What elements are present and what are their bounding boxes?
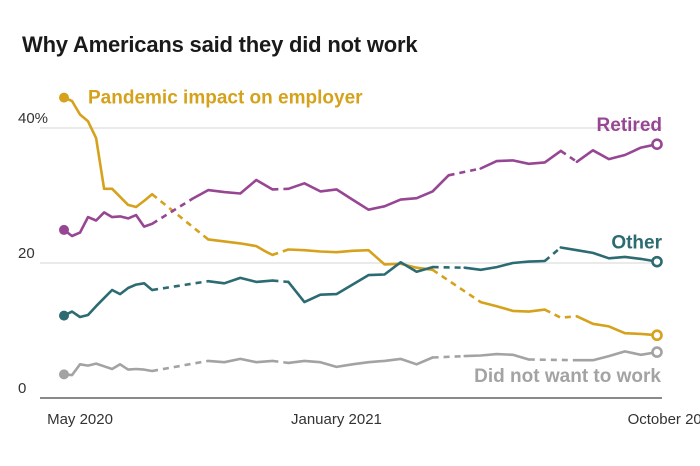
series-line-pandemic-impact-on-employer-6 (479, 300, 547, 313)
x-tick-label-may-2020: May 2020 (47, 411, 113, 428)
series-line-other-3 (272, 279, 289, 284)
series-line-other-6 (463, 259, 547, 272)
start-point-pandemic-impact-on-employer (59, 92, 69, 103)
series-line-pandemic-impact-on-employer-1 (151, 193, 210, 241)
series-line-retired-0 (62, 211, 154, 238)
series-line-retired-7 (560, 149, 578, 163)
series-line-retired-3 (272, 187, 289, 191)
series-line-pandemic-impact-on-employer-5 (431, 268, 482, 304)
series-line-pandemic-impact-on-employer-3 (271, 248, 289, 257)
series-line-other-5 (432, 265, 465, 269)
gridlines (40, 127, 662, 399)
series-pandemic-impact-on-employer (59, 92, 663, 342)
chart-title: Why Americans said they did not work (22, 32, 418, 57)
series-did-not-want-to-work (59, 346, 663, 380)
series-line-retired-5 (448, 167, 481, 177)
series-line-other-8 (559, 246, 659, 263)
series-line-retired-6 (479, 149, 563, 170)
series-other (59, 246, 663, 321)
series-line-other-2 (206, 276, 274, 285)
end-point-other (651, 255, 663, 268)
series-line-pandemic-impact-on-employer-7 (544, 308, 578, 319)
start-point-retired (59, 224, 69, 235)
series-label-retired: Retired (597, 115, 662, 136)
series-line-retired-2 (190, 178, 274, 201)
start-point-other (59, 310, 69, 321)
end-point-pandemic-impact-on-employer (651, 329, 663, 342)
series-lines (59, 92, 663, 380)
series-line-did-not-want-to-work-6 (463, 352, 531, 361)
series-line-other-7 (543, 246, 562, 262)
series-label-other: Other (611, 233, 662, 254)
series-line-did-not-want-to-work-1 (151, 359, 209, 373)
series-line-pandemic-impact-on-employer-2 (206, 238, 274, 257)
end-point-retired (651, 138, 663, 150)
series-line-pandemic-impact-on-employer-0 (62, 96, 154, 209)
series-line-did-not-want-to-work-0 (62, 362, 154, 377)
series-retired (59, 138, 663, 238)
series-line-did-not-want-to-work-7 (528, 358, 577, 362)
axis-labels: 0 20 40% May 2020 January 2021 October 2021 (18, 110, 700, 428)
x-tick-label-october-2021: October 2021 (628, 411, 700, 428)
series-line-pandemic-impact-on-employer-8 (575, 315, 659, 337)
end-point-did-not-want-to-work (651, 346, 663, 358)
series-line-did-not-want-to-work-3 (272, 359, 289, 365)
series-label-pandemic-impact-on-employer: Pandemic impact on employer (88, 88, 363, 109)
y-tick-label-0: 0 (18, 380, 26, 397)
series-line-did-not-want-to-work-5 (432, 354, 465, 359)
series-line-other-1 (151, 279, 209, 292)
series-line-did-not-want-to-work-8 (575, 350, 659, 362)
series-line-retired-1 (151, 197, 193, 225)
start-point-did-not-want-to-work (59, 369, 69, 380)
series-line-pandemic-impact-on-employer-4 (287, 248, 434, 272)
x-tick-label-january-2021: January 2021 (291, 411, 382, 428)
series-line-other-4 (287, 261, 434, 304)
series-line-retired-8 (575, 142, 659, 164)
y-tick-label-40: 40% (18, 110, 48, 127)
series-line-did-not-want-to-work-2 (206, 357, 274, 364)
series-line-other-0 (62, 282, 154, 319)
series-labels: Pandemic impact on employer Retired Other D… (88, 88, 663, 387)
series-label-did-not-want-to-work: Did not want to work (474, 366, 661, 387)
series-line-did-not-want-to-work-4 (287, 356, 434, 369)
series-line-retired-4 (287, 174, 450, 211)
y-tick-label-20: 20 (18, 245, 35, 262)
